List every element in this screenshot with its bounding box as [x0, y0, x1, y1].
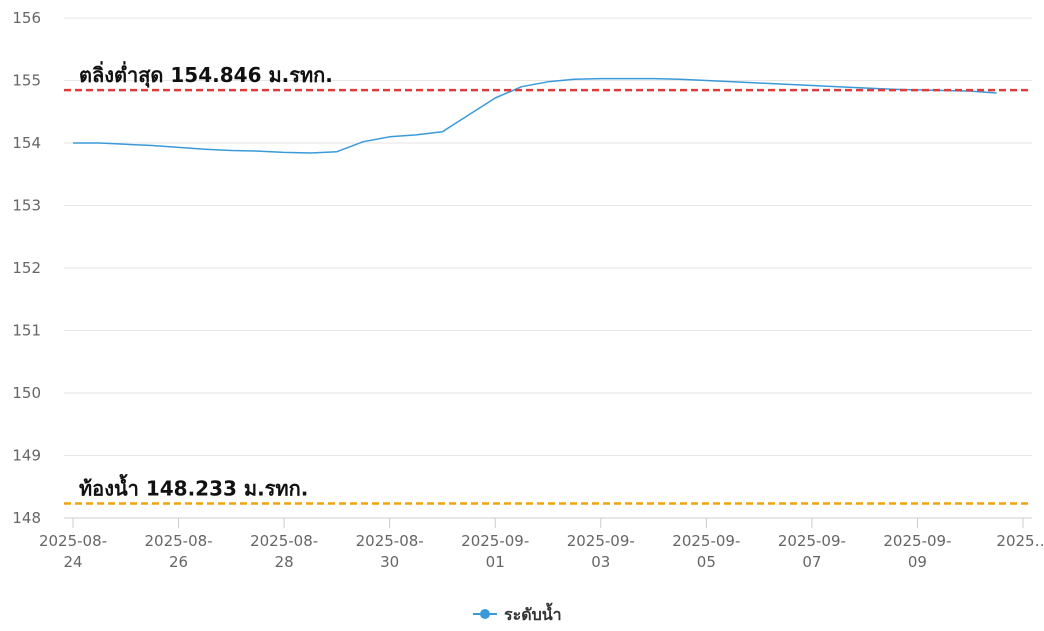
y-tick-label: 151 [12, 322, 41, 340]
x-tick-label: 2025-09- [461, 532, 529, 550]
legend-label[interactable]: ระดับน้ำ [504, 602, 562, 624]
x-tick-label-day: 05 [697, 553, 716, 571]
x-tick-label-day: 07 [802, 553, 821, 571]
x-tick-label: 2025-09- [567, 532, 635, 550]
legend-marker-icon [480, 609, 490, 619]
y-tick-label: 155 [12, 72, 41, 90]
x-tick-label-day: 28 [275, 553, 294, 571]
y-tick-label: 156 [12, 9, 41, 27]
grid-lines [64, 17, 1032, 519]
x-tick-label-day: 26 [169, 553, 188, 571]
x-tick-label: 2025-08- [356, 532, 424, 550]
y-tick-label: 148 [12, 509, 41, 527]
x-tick-label: 2025… [996, 532, 1044, 550]
reference-lines: ตลิ่งต่ำสุด 154.846 ม.รทก. ท้องน้ำ 148.23… [64, 60, 1032, 505]
x-tick-label: 2025-08- [250, 532, 318, 550]
x-tick-label: 2025-08- [39, 532, 107, 550]
x-tick-label-day: 24 [63, 553, 82, 571]
y-tick-label: 152 [12, 259, 41, 277]
reference-label-bed-level: ท้องน้ำ 148.233 ม.รทก. [79, 473, 308, 500]
y-axis-tick-labels: 148 149 150 151 152 153 154 155 156 [12, 9, 41, 527]
x-tick-label: 2025-09- [672, 532, 740, 550]
legend[interactable]: ระดับน้ำ [473, 602, 562, 624]
x-tick-label: 2025-09- [778, 532, 846, 550]
x-tick-label-day: 03 [591, 553, 610, 571]
y-tick-label: 153 [12, 197, 41, 215]
series-layer [73, 77, 997, 154]
y-tick-label: 150 [12, 384, 41, 402]
x-tick-label-day: 01 [486, 553, 505, 571]
y-tick-label: 154 [12, 134, 41, 152]
x-tick-label-day: 30 [380, 553, 399, 571]
series-line-water-level [73, 77, 997, 154]
reference-label-bank-level: ตลิ่งต่ำสุด 154.846 ม.รทก. [79, 60, 333, 88]
x-tick-label: 2025-09- [883, 532, 951, 550]
y-tick-label: 149 [12, 447, 41, 465]
x-axis: 2025-08- 24 2025-08- 26 2025-08- 28 2025-08- 30… [39, 518, 1044, 571]
x-tick-label: 2025-08- [145, 532, 213, 550]
x-tick-label-day: 09 [908, 553, 927, 571]
